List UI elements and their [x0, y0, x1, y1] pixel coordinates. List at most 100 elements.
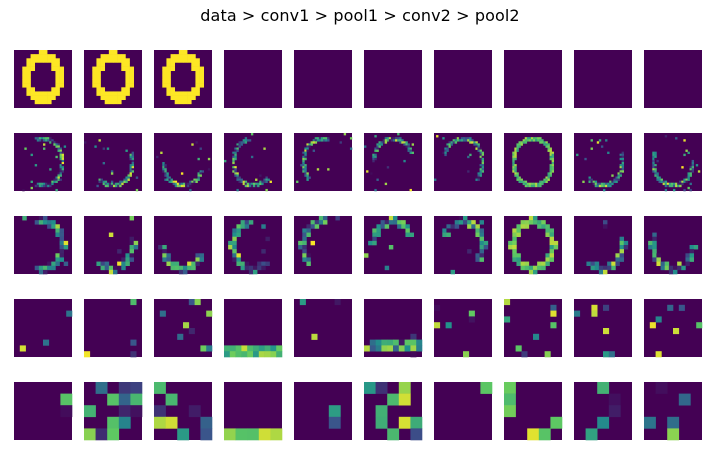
- activation-cell: [527, 428, 540, 441]
- activation-cell: [410, 351, 417, 358]
- activation-cell: [670, 184, 674, 188]
- activation-cell: [479, 249, 485, 254]
- activation-cell: [590, 147, 593, 150]
- activation-cell: [598, 139, 602, 142]
- activation-cell: [520, 143, 523, 146]
- activation-cell: [304, 149, 307, 152]
- activation-cell: [410, 333, 417, 340]
- activation-cell: [658, 180, 661, 184]
- activation-cell: [49, 168, 52, 171]
- activation-cell: [118, 382, 131, 394]
- activation-cell: [475, 232, 480, 238]
- activation-cell: [658, 176, 661, 179]
- activation-cell: [104, 95, 110, 101]
- activation-cell: [244, 184, 248, 188]
- activation-cell: [125, 87, 130, 92]
- activation-cell: [603, 220, 608, 225]
- activation-cell: [603, 182, 606, 186]
- map-background: [504, 50, 562, 108]
- activation-cell: [235, 428, 248, 441]
- activation-cell: [59, 149, 62, 152]
- activation-cell: [302, 257, 307, 262]
- activation-cell: [43, 339, 50, 346]
- activation-cell: [405, 145, 408, 148]
- activation-cell: [55, 176, 58, 179]
- activation-cell: [306, 147, 309, 150]
- activation-cell: [100, 54, 106, 59]
- activation-cell: [261, 180, 264, 184]
- activation-cell: [304, 174, 307, 177]
- activation-cell: [170, 58, 176, 63]
- activation-cell: [125, 149, 128, 152]
- activation-cell: [512, 155, 515, 159]
- activation-cell: [528, 216, 534, 221]
- activation-cell: [609, 182, 612, 186]
- activation-cell: [456, 137, 460, 140]
- activation-cell: [518, 180, 521, 184]
- activation-cell: [656, 178, 659, 181]
- feature-map-conv1-3: [154, 133, 212, 192]
- activation-cell: [549, 164, 552, 167]
- activation-cell: [59, 74, 65, 80]
- activation-cell: [55, 232, 60, 238]
- activation-cell: [232, 168, 235, 171]
- activation-cell: [687, 174, 690, 177]
- activation-cell: [110, 184, 114, 188]
- activation-cell: [397, 220, 402, 225]
- activation-cell: [96, 261, 101, 267]
- activation-cell: [539, 182, 542, 186]
- activation-cell: [481, 170, 485, 173]
- activation-cell: [47, 54, 52, 59]
- activation-cell: [38, 182, 42, 186]
- activation-cell: [113, 95, 118, 101]
- activation-cell: [195, 253, 200, 258]
- activation-cell: [512, 166, 515, 169]
- activation-cell: [185, 182, 188, 186]
- activation-cell: [166, 257, 171, 262]
- activation-cell: [549, 172, 552, 175]
- activation-cell: [183, 322, 190, 329]
- activation-cell: [162, 66, 167, 72]
- activation-cell: [526, 139, 530, 142]
- activation-cell: [195, 91, 200, 96]
- activation-cell: [302, 240, 307, 246]
- activation-cell: [121, 54, 126, 59]
- activation-cell: [306, 178, 309, 181]
- activation-cell: [621, 170, 625, 173]
- activation-cell: [100, 261, 106, 267]
- activation-cell: [102, 180, 106, 184]
- activation-cell: [162, 162, 165, 165]
- activation-cell: [652, 245, 657, 250]
- activation-cell: [228, 245, 233, 250]
- activation-cell: [53, 141, 56, 144]
- activation-cell: [691, 162, 695, 165]
- activation-cell: [240, 143, 243, 146]
- activation-cell: [55, 79, 60, 84]
- activation-cell: [166, 74, 171, 80]
- activation-cell: [677, 182, 680, 186]
- activation-cell: [92, 83, 97, 88]
- activation-cell: [310, 141, 313, 144]
- activation-cell: [302, 151, 305, 155]
- activation-cell: [615, 176, 618, 179]
- activation-cell: [471, 139, 474, 142]
- activation-cell: [479, 220, 485, 225]
- activation-cell: [34, 220, 40, 225]
- activation-cell: [549, 257, 555, 262]
- activation-cell: [250, 155, 254, 159]
- activation-cell: [232, 155, 235, 159]
- activation-cell: [603, 351, 610, 358]
- activation-cell: [232, 232, 237, 238]
- activation-cell: [683, 153, 686, 157]
- activation-cell: [504, 405, 516, 418]
- activation-cell: [380, 224, 386, 229]
- activation-cell: [234, 174, 237, 177]
- feature-map-data-4: [224, 50, 282, 108]
- activation-cell: [458, 220, 464, 225]
- activation-cell: [55, 178, 58, 181]
- activation-cell: [121, 265, 126, 271]
- activation-cell: [390, 139, 394, 142]
- activation-cell: [381, 339, 388, 346]
- activation-cell: [129, 74, 135, 80]
- activation-cell: [236, 188, 239, 192]
